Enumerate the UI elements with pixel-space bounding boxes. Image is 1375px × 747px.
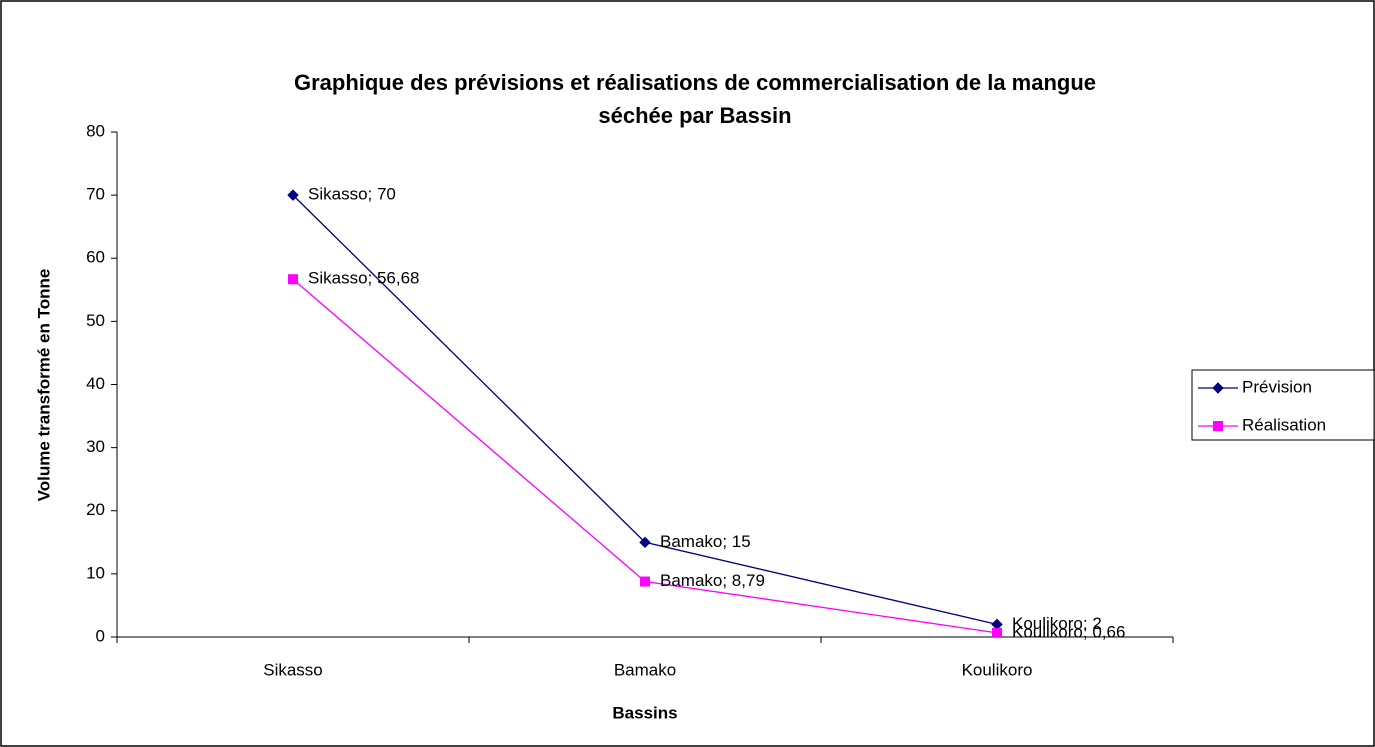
y-tick-label: 60 (86, 248, 105, 267)
x-tick-label: Bamako (614, 660, 676, 679)
y-tick-label: 50 (86, 311, 105, 330)
legend-label: Prévision (1242, 377, 1312, 396)
marker (992, 627, 1002, 638)
chart-title: séchée par Bassin (598, 103, 791, 128)
data-label: Sikasso; 70 (308, 185, 396, 204)
x-axis-label: Bassins (612, 703, 677, 722)
y-tick-label: 40 (86, 374, 105, 393)
marker (287, 189, 299, 201)
marker (639, 536, 651, 549)
y-tick-label: 70 (86, 185, 105, 204)
chart-title: Graphique des prévisions et réalisations… (294, 70, 1096, 95)
marker (288, 274, 298, 285)
x-tick-label: Koulikoro (962, 660, 1033, 679)
y-tick-label: 20 (86, 500, 105, 519)
marker (640, 576, 650, 587)
data-label: Koulikoro; 2 (1012, 614, 1102, 633)
data-label: Koulikoro; 0,66 (1012, 622, 1125, 641)
data-label: Bamako; 15 (660, 532, 751, 551)
data-label: Bamako; 8,79 (660, 571, 765, 590)
x-tick-label: Sikasso (263, 660, 323, 679)
y-tick-label: 0 (96, 626, 105, 645)
y-tick-label: 10 (86, 563, 105, 582)
marker (1212, 382, 1224, 394)
data-label: Sikasso; 56,68 (308, 269, 420, 288)
marker (1213, 421, 1223, 431)
y-axis-label: Volume transformé en Tonne (34, 269, 53, 502)
legend-label: Réalisation (1242, 415, 1326, 434)
y-tick-label: 80 (86, 121, 105, 140)
y-tick-label: 30 (86, 437, 105, 456)
